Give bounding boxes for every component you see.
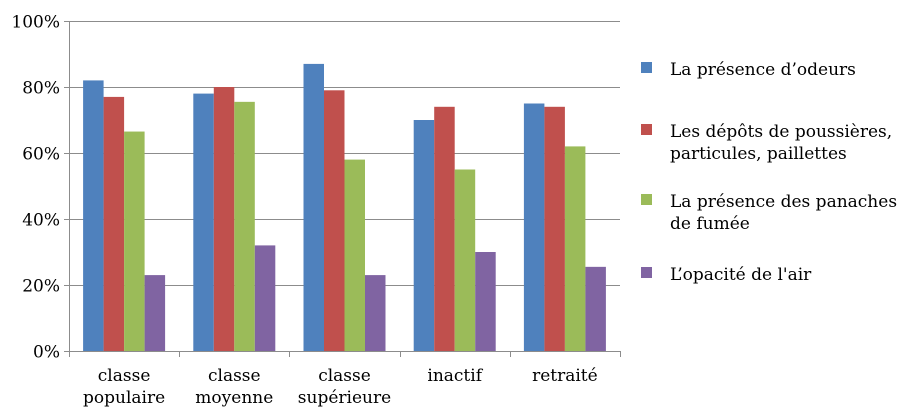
bar	[234, 101, 255, 351]
x-category-label: classe	[318, 366, 371, 386]
bar	[213, 87, 235, 351]
legend: La présence d’odeurs Les dépôts de poussi…	[641, 60, 897, 285]
bar	[365, 275, 386, 351]
legend-label: L’opacité de l'air	[670, 265, 812, 285]
x-axis-category-labels: classepopulaireclassemoyenneclassesupéri…	[83, 366, 598, 408]
legend-swatch	[641, 194, 652, 205]
bar	[544, 106, 565, 351]
x-category-label: retraité	[532, 366, 598, 386]
y-tick-label: 60%	[22, 145, 60, 165]
bar	[124, 131, 145, 351]
bar	[585, 266, 606, 351]
legend-swatch	[641, 267, 652, 278]
bar	[413, 120, 435, 351]
legend-swatch	[641, 124, 652, 135]
legend-label: de fumée	[670, 214, 750, 234]
legend-label: La présence d’odeurs	[670, 60, 856, 80]
bar	[103, 96, 125, 352]
legend-swatch	[641, 62, 652, 73]
x-category-label: populaire	[83, 388, 165, 408]
legend-label: particules, paillettes	[670, 144, 847, 164]
bar	[254, 245, 276, 351]
bar	[144, 275, 166, 351]
y-tick-label: 100%	[11, 13, 60, 33]
bar	[324, 90, 345, 352]
bar	[564, 146, 586, 351]
y-tick-label: 40%	[22, 211, 60, 231]
bar	[475, 252, 496, 351]
bar	[83, 80, 104, 352]
bar	[454, 169, 476, 351]
legend-label: Les dépôts de poussières,	[670, 122, 892, 142]
x-category-label: supérieure	[298, 388, 391, 408]
y-axis-tick-labels: 0% 20% 40% 60% 80% 100%	[11, 13, 60, 363]
bar	[344, 159, 365, 351]
y-tick-label: 20%	[22, 277, 60, 297]
bar	[434, 106, 455, 351]
y-tick-label: 0%	[33, 343, 60, 363]
axes	[64, 21, 621, 357]
x-category-label: moyenne	[195, 388, 273, 408]
x-category-label: inactif	[427, 366, 483, 386]
x-category-label: classe	[208, 366, 261, 386]
y-tick-label: 80%	[22, 79, 60, 99]
bar	[193, 93, 214, 351]
x-category-label: classe	[98, 366, 151, 386]
bars	[83, 63, 606, 352]
legend-label: La présence des panaches	[670, 192, 897, 212]
bar	[303, 63, 324, 352]
bar	[523, 103, 545, 351]
